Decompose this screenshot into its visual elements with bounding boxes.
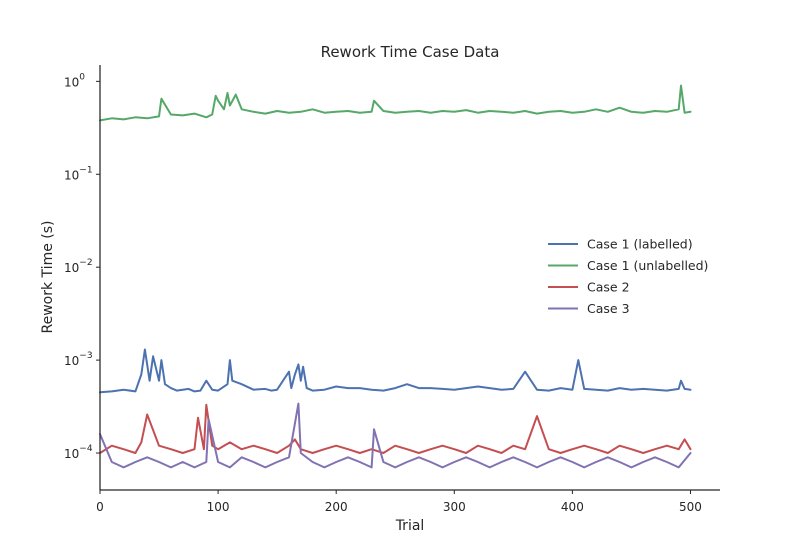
- x-tick-label: 0: [96, 500, 104, 514]
- legend-label: Case 3: [587, 301, 630, 316]
- x-tick-label: 300: [443, 500, 466, 514]
- legend-label: Case 1 (unlabelled): [587, 258, 708, 273]
- chart-title: Rework Time Case Data: [321, 43, 500, 61]
- x-tick-label: 500: [679, 500, 702, 514]
- series-line-4: [99, 402, 692, 469]
- y-tick-label: 10−1: [64, 165, 93, 182]
- legend-label: Case 1 (labelled): [587, 237, 693, 252]
- y-tick-label: 10−4: [64, 444, 93, 461]
- x-tick-label: 100: [207, 500, 230, 514]
- y-tick-label: 100: [64, 72, 85, 89]
- y-axis-ticks: 10−4 10−3 10−2 10−1 100: [64, 72, 100, 461]
- x-tick-label: 200: [325, 500, 348, 514]
- legend: Case 1 (labelled) Case 1 (unlabelled) Case…: [548, 237, 708, 316]
- series-line-2: [99, 84, 692, 122]
- series-line-1: [99, 348, 692, 394]
- y-axis-label: Rework Time (s): [40, 221, 56, 334]
- y-tick-label: 10−2: [64, 258, 93, 275]
- series-line-3: [99, 403, 692, 454]
- legend-label: Case 2: [587, 280, 630, 295]
- x-axis-ticks: 0 100 200 300 400 500: [96, 490, 702, 514]
- x-axis-label: Trial: [395, 518, 425, 534]
- plot-area: [99, 84, 692, 469]
- y-tick-label: 10−3: [64, 351, 93, 368]
- x-tick-label: 400: [561, 500, 584, 514]
